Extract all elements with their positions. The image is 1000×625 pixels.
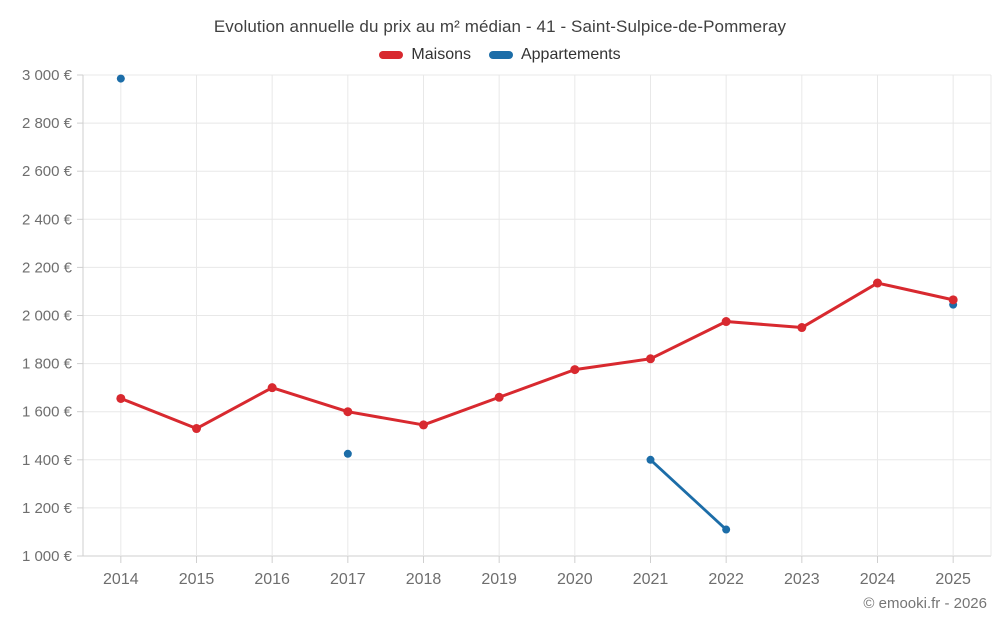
- x-axis-label: 2017: [330, 571, 366, 588]
- x-axis-label: 2025: [935, 571, 971, 588]
- data-point-maisons-2014[interactable]: [116, 393, 126, 403]
- data-point-maisons-2016[interactable]: [267, 383, 277, 393]
- data-point-appartements-2017[interactable]: [343, 449, 352, 458]
- chart-title: Evolution annuelle du prix au m² médian …: [213, 17, 787, 36]
- series-line-appartements: [649, 458, 728, 531]
- data-point-appartements-2014[interactable]: [116, 74, 125, 83]
- maisons-series-swatch-icon: [379, 51, 404, 59]
- legend-item-maisons[interactable]: Maisons: [379, 46, 471, 64]
- legend-item-appartements[interactable]: Appartements: [488, 46, 621, 64]
- data-point-maisons-2019[interactable]: [494, 392, 504, 402]
- data-point-appartements-2022[interactable]: [722, 525, 731, 534]
- x-axis-label: 2016: [254, 571, 290, 588]
- data-point-maisons-2025[interactable]: [948, 295, 958, 305]
- series-line-maisons: [119, 281, 955, 431]
- data-point-maisons-2020[interactable]: [570, 365, 580, 375]
- x-axis-label: 2019: [481, 571, 517, 588]
- y-axis-label: 2 400 €: [22, 211, 73, 228]
- copyright-text: © emooki.fr - 2026: [863, 595, 987, 612]
- y-axis-label: 1 000 €: [22, 548, 73, 565]
- y-axis-label: 2 000 €: [22, 308, 73, 325]
- x-axis-label: 2023: [784, 571, 820, 588]
- x-axis-label: 2020: [557, 571, 593, 588]
- y-axis-label: 1 600 €: [22, 404, 73, 421]
- chart-legend: Maisons Appartements: [0, 46, 1000, 64]
- x-axis-label: 2015: [179, 571, 215, 588]
- y-axis-label: 2 600 €: [22, 163, 73, 180]
- appartements-series-swatch-icon: [488, 51, 513, 59]
- legend-label-appartements: Appartements: [520, 46, 621, 63]
- x-axis-label: 2018: [406, 571, 442, 588]
- x-axis-label: 2021: [633, 571, 669, 588]
- x-axis-label: 2022: [708, 571, 744, 588]
- y-axis-label: 1 800 €: [22, 356, 73, 373]
- x-axis-label: 2024: [860, 571, 896, 588]
- y-axis-label: 2 800 €: [22, 115, 73, 132]
- data-point-maisons-2018[interactable]: [419, 420, 428, 430]
- data-point-maisons-2022[interactable]: [721, 317, 731, 327]
- x-axis-label: 2014: [103, 571, 139, 588]
- y-axis-label: 3 000 €: [22, 67, 73, 84]
- data-point-maisons-2023[interactable]: [797, 323, 807, 333]
- y-axis-label: 1 400 €: [22, 452, 73, 469]
- data-point-maisons-2021[interactable]: [646, 354, 655, 364]
- y-axis-label: 2 200 €: [22, 259, 73, 276]
- legend-label-maisons: Maisons: [411, 46, 471, 63]
- y-axis-label: 1 200 €: [22, 500, 73, 517]
- data-point-maisons-2015[interactable]: [192, 424, 201, 434]
- data-point-maisons-2017[interactable]: [343, 407, 353, 417]
- data-point-appartements-2021[interactable]: [646, 455, 655, 464]
- data-point-maisons-2024[interactable]: [873, 278, 882, 288]
